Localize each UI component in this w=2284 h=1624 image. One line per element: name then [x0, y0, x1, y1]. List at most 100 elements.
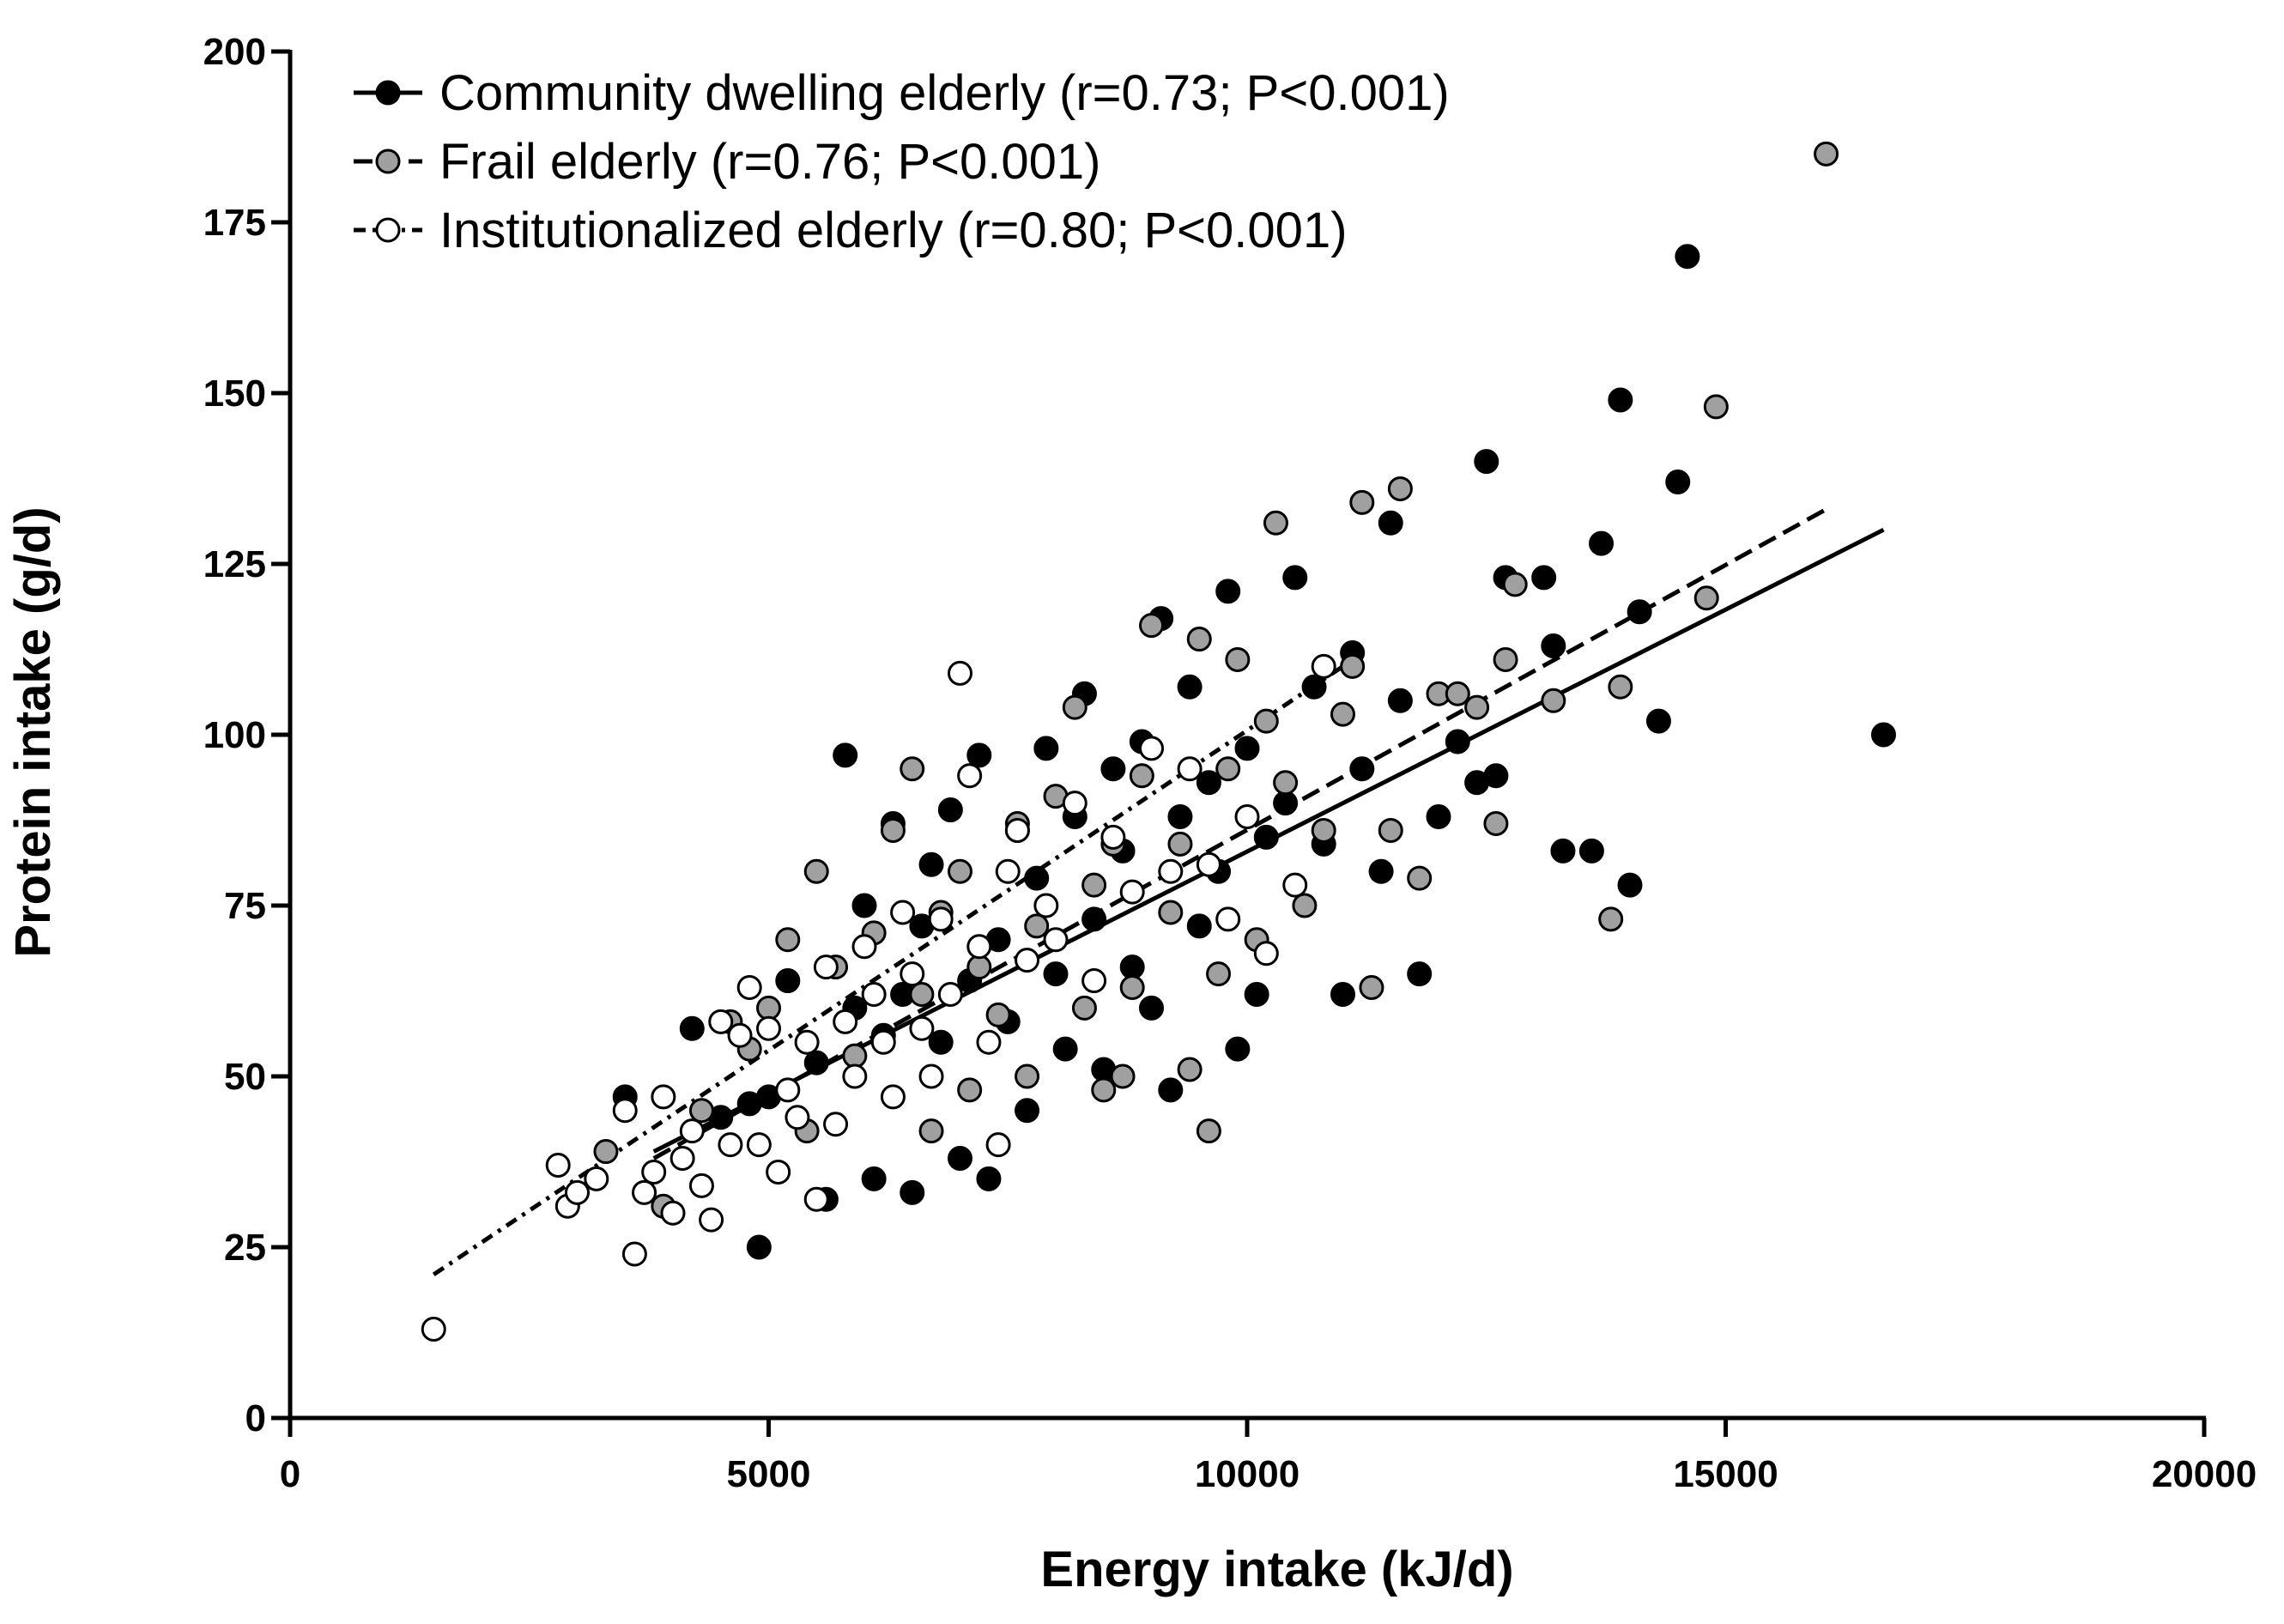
institutionalized-point — [699, 1207, 724, 1233]
y-tick-label: 75 — [224, 885, 266, 927]
community-point — [918, 851, 944, 877]
community-point — [1407, 961, 1433, 987]
community-point — [1024, 865, 1050, 891]
frail-point — [1119, 975, 1145, 1001]
institutionalized-point — [1253, 941, 1279, 967]
community-point — [1531, 565, 1557, 591]
community-point — [861, 1166, 887, 1191]
community-point — [1675, 244, 1700, 270]
community-point — [1244, 981, 1269, 1007]
community-point — [1378, 510, 1403, 536]
community-point — [679, 1015, 705, 1041]
community-point — [1273, 791, 1299, 816]
institutionalized-point — [966, 934, 992, 960]
y-tick-label: 150 — [203, 373, 266, 415]
frail-point — [1464, 694, 1490, 720]
frail-point — [1206, 961, 1232, 987]
frail-point — [957, 1077, 983, 1103]
institutionalized-point — [727, 1022, 753, 1048]
institutionalized-point — [421, 1317, 446, 1342]
institutionalized-point — [1062, 791, 1087, 816]
institutionalized-point — [918, 1063, 944, 1089]
frail-point — [985, 1002, 1011, 1027]
institutionalized-point — [766, 1159, 791, 1185]
community-point — [1578, 838, 1604, 864]
community-point — [1196, 770, 1221, 796]
community-point — [833, 742, 858, 768]
institutionalized-point — [1100, 824, 1126, 850]
frail-point — [803, 858, 829, 884]
frail-point — [1292, 893, 1318, 918]
institutionalized-point — [612, 1098, 638, 1124]
y-tick-label: 175 — [203, 202, 266, 244]
frail-point — [1091, 1077, 1117, 1103]
legend-label-institutionalized: Institutionalized elderly (r=0.80; P<0.0… — [439, 203, 1348, 258]
frail-point — [688, 1098, 714, 1124]
frail-point — [1081, 872, 1107, 898]
frail-point — [1349, 489, 1375, 515]
institutionalized-point — [794, 1029, 820, 1055]
frail-point — [909, 981, 935, 1007]
y-tick-label: 200 — [203, 31, 266, 73]
institutionalized-point — [1215, 906, 1241, 932]
institutionalized-point — [1004, 817, 1030, 843]
institutionalized-point — [1311, 653, 1336, 679]
frail-point — [1541, 688, 1566, 713]
y-ticks: 0 25 50 75 100 125 150 175 200 — [203, 31, 290, 1439]
frail-point — [1139, 613, 1164, 639]
frail-point — [1110, 1063, 1136, 1089]
institutionalized-point — [718, 1132, 743, 1158]
institutionalized-point — [870, 1029, 896, 1055]
institutionalized-point — [584, 1166, 609, 1191]
institutionalized-point — [1196, 851, 1221, 877]
community-point — [1870, 722, 1896, 748]
community-point — [1253, 824, 1279, 850]
frail-point — [1340, 653, 1366, 679]
frail-point — [1225, 646, 1251, 672]
institutionalized-point — [679, 1118, 705, 1144]
institutionalized-point — [928, 906, 954, 932]
frail-point — [900, 756, 925, 782]
frail-point — [1263, 510, 1288, 536]
community-point — [937, 797, 963, 823]
frail-point — [1330, 701, 1355, 727]
institutionalized-point — [1234, 804, 1260, 830]
institutionalized-point — [621, 1241, 647, 1267]
frail-point — [1378, 817, 1403, 843]
institutionalized-point — [957, 763, 983, 789]
institutionalized-point — [688, 1173, 714, 1198]
frail-point — [842, 1043, 868, 1069]
frail-point — [1445, 681, 1470, 706]
institutionalized-point — [660, 1200, 686, 1226]
legend: Community dwelling elderly (r=0.73; P<0.… — [354, 65, 1450, 258]
y-tick-label: 125 — [203, 543, 266, 585]
community-point — [1177, 674, 1203, 700]
institutionalized-point — [851, 934, 877, 960]
frail-point — [1493, 646, 1518, 672]
frail-point — [1483, 810, 1509, 836]
community-point — [1627, 599, 1652, 625]
institutionalized-point — [651, 1084, 676, 1110]
frail-point — [948, 858, 972, 884]
institutionalized-point — [890, 900, 916, 925]
institutionalized-point — [1158, 858, 1184, 884]
institutionalized-point — [632, 1179, 657, 1205]
institutionalized-point — [545, 1152, 571, 1178]
community-point — [1426, 804, 1451, 830]
community-point — [976, 1166, 1002, 1191]
x-tick-label: 5000 — [727, 1453, 811, 1495]
frail-point — [1015, 1063, 1040, 1089]
community-point — [900, 1179, 925, 1205]
institutionalized-point — [1282, 872, 1308, 898]
institutionalized-point — [669, 1146, 695, 1172]
frail-point — [918, 1118, 944, 1144]
community-point — [1645, 708, 1671, 734]
institutionalized-point — [900, 961, 925, 987]
institutionalized-point — [1081, 968, 1107, 994]
x-tick-label: 20000 — [2152, 1453, 2257, 1495]
institutionalized-point — [937, 981, 963, 1007]
community-point — [1015, 1098, 1040, 1124]
institutionalized-point — [756, 1015, 781, 1041]
community-point — [1330, 981, 1355, 1007]
x-tick-label: 10000 — [1195, 1453, 1300, 1495]
